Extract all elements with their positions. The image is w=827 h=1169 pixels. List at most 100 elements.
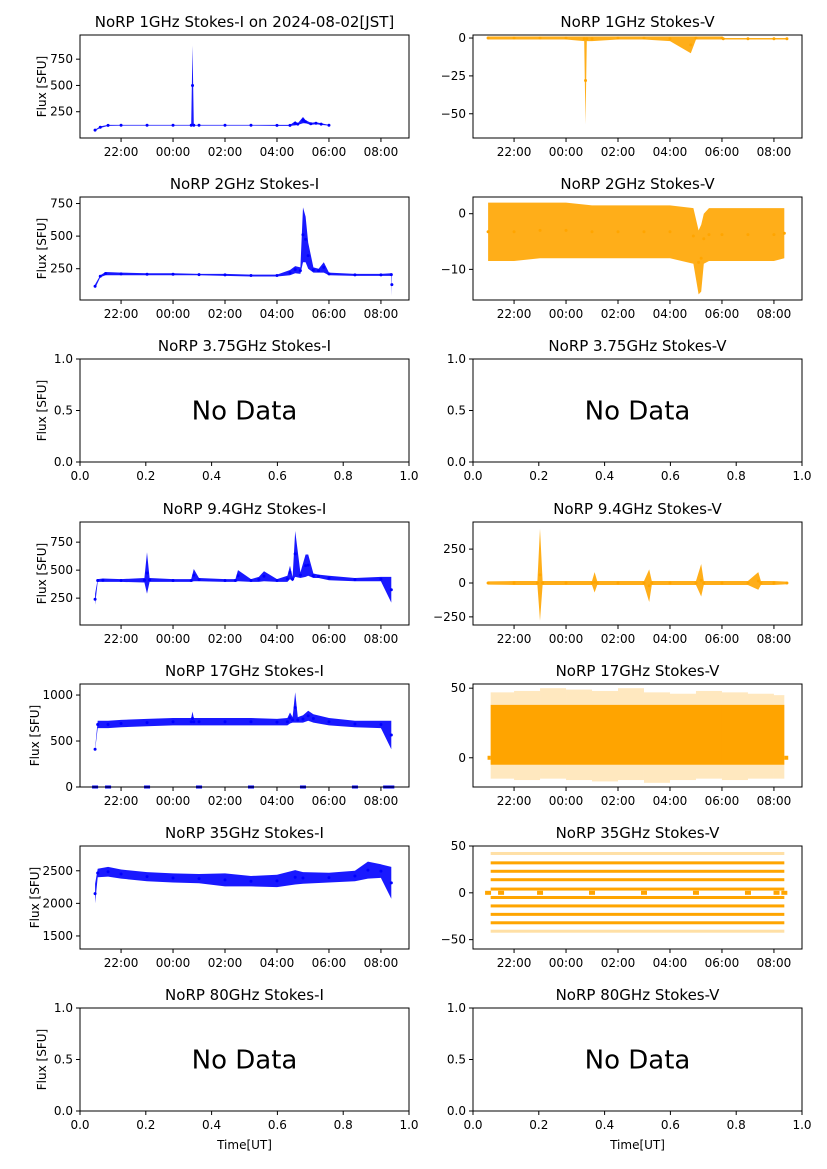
x-tick-label: 02:00	[601, 307, 636, 321]
data-point	[93, 747, 97, 751]
scatter-envelope	[669, 693, 696, 781]
data-point	[293, 121, 297, 125]
data-point	[301, 876, 305, 880]
x-tick-label: 22:00	[104, 794, 139, 808]
data-point	[772, 233, 776, 237]
scatter-envelope	[618, 688, 644, 781]
data-point	[96, 871, 100, 875]
data-point	[142, 578, 146, 582]
data-point	[257, 577, 261, 581]
data-point	[772, 581, 776, 585]
data-marks	[485, 851, 788, 933]
axes-frame	[472, 196, 803, 301]
x-tick-label: 0.6	[268, 469, 287, 483]
data-point	[288, 123, 292, 127]
data-point	[541, 581, 545, 585]
data-point	[275, 879, 279, 883]
x-tick-label: 22:00	[497, 145, 532, 159]
y-tick-label: 1500	[42, 929, 73, 943]
data-marks	[93, 207, 394, 297]
data-point	[304, 120, 308, 124]
scatter-envelope	[747, 693, 774, 779]
x-tick-label: 04:00	[260, 307, 295, 321]
data-point	[512, 230, 516, 234]
data-point	[306, 714, 310, 718]
x-tick-label: 0.2	[136, 469, 155, 483]
x-axis-label: Time[UT]	[216, 1138, 272, 1152]
data-point	[223, 720, 227, 724]
y-tick-label: 50	[451, 681, 466, 695]
data-point	[782, 231, 786, 235]
series-envelope	[95, 45, 329, 131]
data-point	[582, 37, 586, 41]
panel-80ghz-i: NoRP 80GHz Stokes-I No Data 0.0 0.2 0.4 0.6 0.…	[35, 986, 419, 1152]
zero-marker	[781, 890, 788, 895]
series-envelope	[488, 202, 785, 295]
panel-title: NoRP 80GHz Stokes-V	[556, 986, 721, 1004]
quantized-level	[490, 912, 785, 916]
x-tick-label: 08:00	[364, 794, 399, 808]
dense-band	[490, 704, 785, 765]
data-point	[192, 573, 196, 577]
data-marks	[486, 36, 789, 125]
data-point	[288, 716, 292, 720]
y-tick-label: −50	[441, 107, 466, 121]
data-point	[564, 228, 568, 232]
data-marks	[93, 531, 393, 605]
x-tick-label: 06:00	[312, 145, 347, 159]
x-tick-label: 02:00	[208, 145, 243, 159]
data-point	[590, 581, 594, 585]
data-point	[650, 581, 654, 585]
panel-title: NoRP 9.4GHz Stokes-I	[163, 500, 327, 518]
panel-9.4ghz-v: NoRP 9.4GHz Stokes-V 22:00 00:00 02:00 04:00…	[433, 500, 803, 646]
data-point	[249, 123, 253, 127]
x-tick-label: 06:00	[705, 307, 740, 321]
y-tick-label: 0.5	[447, 404, 466, 418]
data-point	[191, 716, 195, 720]
y-tick-label: 500	[50, 229, 73, 243]
data-point	[262, 574, 266, 578]
data-point	[389, 881, 393, 885]
x-tick-label: 04:00	[653, 794, 688, 808]
quantized-level	[490, 851, 785, 855]
panel-title: NoRP 35GHz Stokes-I	[165, 824, 324, 842]
data-point	[590, 37, 594, 41]
y-tick-label: 1.0	[54, 352, 73, 366]
data-point	[301, 717, 305, 721]
data-marks	[486, 202, 786, 295]
data-point	[309, 122, 313, 126]
no-data-label: No Data	[192, 397, 298, 427]
data-point	[275, 274, 279, 278]
y-tick-label: 0.0	[54, 455, 73, 469]
x-tick-label: 22:00	[497, 307, 532, 321]
no-data-label: No Data	[585, 1046, 691, 1076]
data-point	[171, 272, 175, 276]
x-tick-label: 08:00	[757, 632, 792, 646]
data-point	[486, 581, 490, 585]
data-point	[327, 576, 331, 580]
quantized-level	[490, 878, 785, 882]
data-point	[249, 274, 253, 278]
x-tick-label: 02:00	[208, 307, 243, 321]
x-tick-label: 00:00	[549, 794, 584, 808]
data-point	[595, 581, 599, 585]
panel-35ghz-i: NoRP 35GHz Stokes-I 22:00 00:00 02:00 04:00 0…	[28, 824, 410, 970]
y-tick-label: 750	[50, 535, 73, 549]
data-point	[538, 228, 542, 232]
y-axis-label: Flux [SFU]	[35, 218, 49, 279]
x-tick-label: 22:00	[497, 632, 532, 646]
series-envelope	[95, 861, 392, 904]
axes-frame	[79, 683, 410, 788]
data-point	[223, 878, 227, 882]
x-tick-label: 02:00	[208, 794, 243, 808]
y-axis-label: Flux [SFU]	[35, 56, 49, 117]
panel-3.75ghz-v: NoRP 3.75GHz Stokes-V No Data 0.0 0.2 0.4 0.6…	[447, 337, 812, 483]
zero-marker	[537, 890, 544, 895]
y-tick-label: 500	[50, 563, 73, 577]
x-tick-label: 0.8	[334, 469, 353, 483]
data-point	[145, 721, 149, 725]
quantized-level	[490, 904, 785, 908]
data-point	[720, 233, 724, 237]
data-point	[298, 269, 302, 273]
y-tick-label: 0.0	[54, 1104, 73, 1118]
